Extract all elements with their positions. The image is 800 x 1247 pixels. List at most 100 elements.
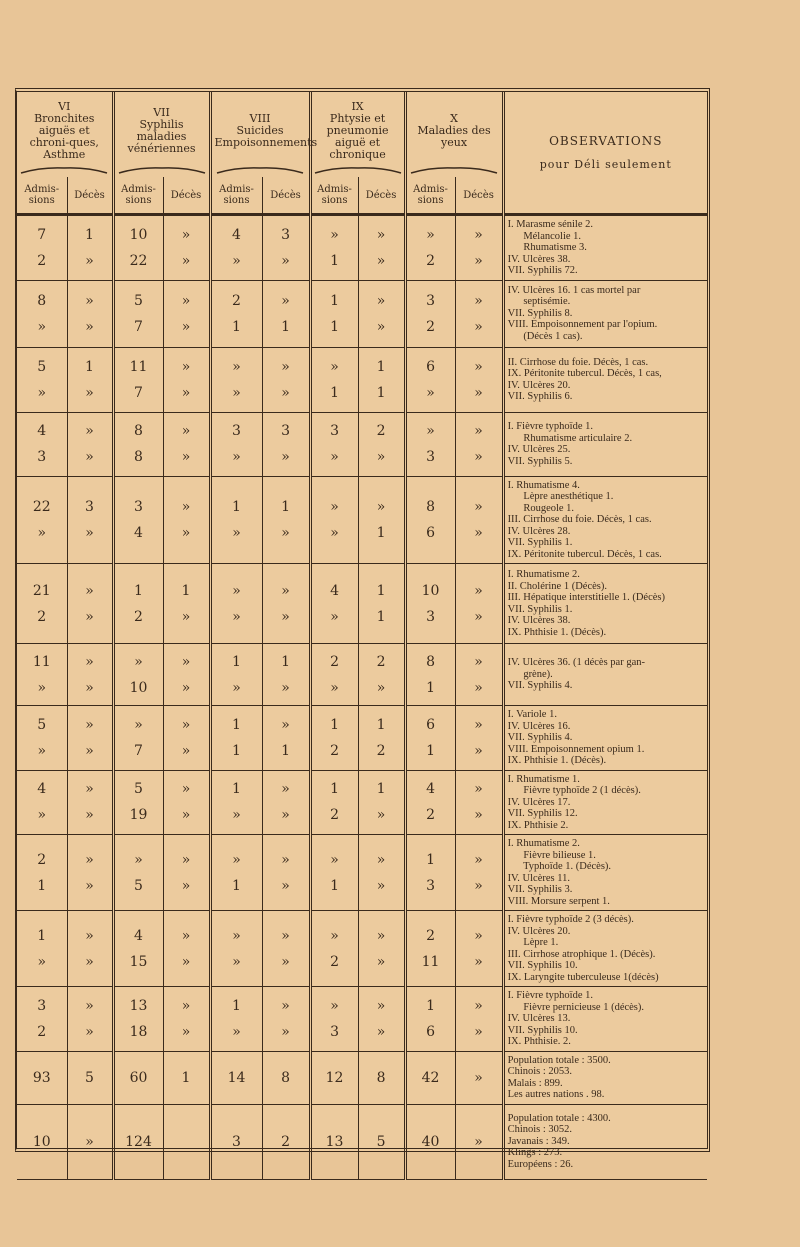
group-title: Maladies des yeux xyxy=(417,124,491,149)
cell-value: » xyxy=(474,851,483,868)
cell-value: » xyxy=(181,524,191,541)
cell-value: » xyxy=(85,449,94,465)
cell-value: » xyxy=(181,807,191,824)
cell-value: 2 xyxy=(426,318,435,335)
deces-cell: » 1 xyxy=(262,705,312,771)
observation-line: IV. Ulcères 38. xyxy=(507,253,571,265)
deces-cell: »» xyxy=(163,476,212,564)
cell-value: 1 xyxy=(37,927,47,944)
cell-value: 2 xyxy=(330,807,339,824)
observation-line: IV. Ulcères 36. (1 décès par gan- xyxy=(507,657,645,669)
admissions-cell: 60 xyxy=(113,1051,164,1105)
cell-value: 6 xyxy=(426,358,435,375)
cell-value: 8 xyxy=(134,423,143,439)
cell-value: » xyxy=(281,997,290,1014)
observation-line: septisémie. xyxy=(507,296,571,308)
cell-value: 40 xyxy=(421,1133,440,1150)
admissions-cell: 12 xyxy=(310,1051,359,1105)
admissions-cell: 1» xyxy=(210,476,263,564)
cell-value: 11 xyxy=(421,953,440,970)
group-number: IX xyxy=(351,100,364,113)
cell-value: » xyxy=(474,1069,483,1086)
cell-value: » xyxy=(376,226,386,243)
cell-value: 3 xyxy=(37,449,47,465)
cell-value: » xyxy=(232,1023,241,1040)
admissions-cell: » 7 xyxy=(113,705,164,771)
cell-value: » xyxy=(474,524,483,541)
admissions-cell: 2 11 xyxy=(405,910,456,987)
cell-value: 1 xyxy=(232,781,241,798)
cell-value: 1 xyxy=(232,997,241,1014)
table-row: 10 » 124 3 2 13 5 40 » Population totale : 4300. C… xyxy=(17,1104,707,1180)
cell-value: 3 xyxy=(281,226,290,243)
observation-line: I. Rhumatisme 2. xyxy=(507,569,580,580)
cell-value: 3 xyxy=(330,423,339,439)
cell-value: » xyxy=(281,716,290,733)
observation-line: VII. Syphilis 12. xyxy=(507,808,578,819)
cell-value: » xyxy=(181,449,191,465)
admissions-cell: »» xyxy=(310,476,359,564)
disease-statistics-table: VI Bronchites aiguës et chroni-ques, Asth… xyxy=(17,92,707,1180)
cell-value: 5 xyxy=(134,292,143,309)
cell-value: » xyxy=(232,582,241,599)
deces-cell: »» xyxy=(67,563,115,644)
deces-cell: 5 xyxy=(67,1051,115,1105)
observation-line: IX. Péritonite tubercul. Décès, 1 cas. xyxy=(507,548,662,560)
cell-value: 4 xyxy=(37,781,47,798)
table-row: 7 2 1» 10 22»» 4» 3»» 1»»» 2»» I. Marasme sénile … xyxy=(17,214,707,281)
cell-value: 5 xyxy=(376,1133,386,1150)
deces-cell: 8 xyxy=(358,1051,407,1105)
admissions-cell: 13 xyxy=(310,1104,359,1180)
cell-value: 1 xyxy=(281,498,290,515)
deces-cell: 1» xyxy=(67,347,115,413)
observation-line: I. Rhumatisme 1. xyxy=(507,773,580,785)
cell-value: 1 xyxy=(181,582,191,599)
observation-line: I. Fièvre typhoïde 1. xyxy=(507,421,594,432)
cell-value: 5 xyxy=(37,716,47,733)
cell-value: » xyxy=(181,318,191,335)
cell-value: 1 xyxy=(330,716,339,733)
cell-value: 3 xyxy=(330,1023,339,1040)
cell-value: » xyxy=(232,384,241,401)
group-title: Bronchites aiguës et chroni-ques, Asthme xyxy=(29,112,99,161)
cell-value: 8 xyxy=(426,498,435,515)
cell-value: 60 xyxy=(129,1069,148,1086)
deces-cell: 2» xyxy=(358,643,407,706)
deces-cell: »» xyxy=(358,214,407,281)
cell-value: 7 xyxy=(134,318,143,335)
cell-value: » xyxy=(474,927,483,944)
cell-value: » xyxy=(85,582,94,599)
deces-cell: »» xyxy=(358,280,407,348)
cell-value: » xyxy=(181,877,191,894)
deces-cell: »» xyxy=(455,347,505,413)
cell-value: » xyxy=(474,292,483,309)
group-header: VIII Suicides Empoisonnements xyxy=(210,92,317,166)
cell-value: 1 xyxy=(376,608,386,625)
cell-value: 4 xyxy=(330,582,339,599)
admissions-cell: 1» xyxy=(210,643,263,706)
cell-value: 8 xyxy=(37,292,47,309)
cell-value: 2 xyxy=(232,292,241,309)
cell-value: » xyxy=(474,252,483,269)
cell-value: » xyxy=(181,716,191,733)
cell-value: 2 xyxy=(37,1023,47,1040)
cell-value: 1 xyxy=(232,877,241,894)
cell-value: 1 xyxy=(330,292,339,309)
cell-value: » xyxy=(426,226,435,243)
observation-line: IX. Laryngite tuberculeuse 1(décès) xyxy=(507,971,659,983)
cell-value: » xyxy=(474,449,483,465)
deces-cell: 1» xyxy=(262,476,312,564)
observation-line: IX. Phthisie. 2. xyxy=(507,1036,571,1047)
observation-line: IV. Ulcères 20. xyxy=(507,379,571,391)
cell-value: » xyxy=(330,997,339,1014)
cell-value: » xyxy=(474,358,483,375)
observation-line: IV. Ulcères 16. xyxy=(507,720,571,732)
cell-value: » xyxy=(281,953,290,970)
deces-cell: »» xyxy=(455,770,505,835)
cell-value: » xyxy=(181,358,191,375)
cell-value: » xyxy=(281,781,290,798)
observation-line: VII. Syphilis 10. xyxy=(507,1024,578,1036)
